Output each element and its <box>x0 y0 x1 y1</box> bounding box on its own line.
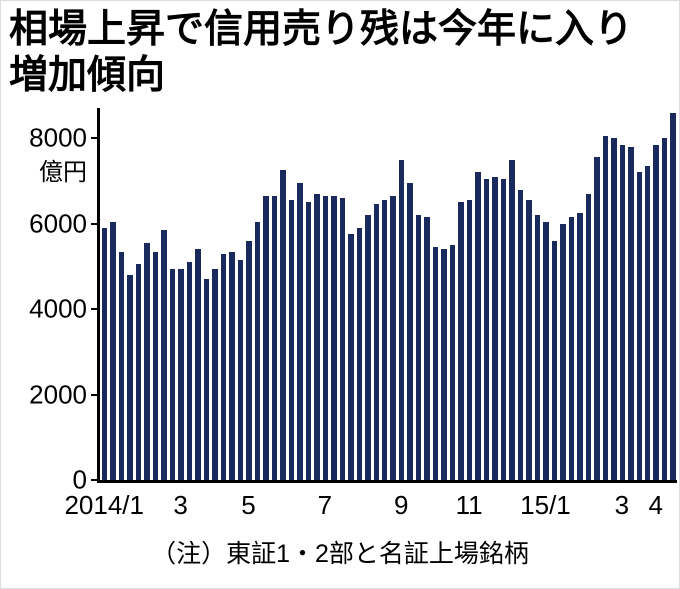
y-axis-label: 6000 <box>29 208 87 239</box>
bar <box>492 176 498 481</box>
chart-title-line1: 相場上昇で信用売り残は今年に入り <box>9 8 634 51</box>
bar <box>594 157 600 481</box>
x-axis-label: 11 <box>455 490 483 521</box>
bar <box>144 242 150 481</box>
bar <box>297 183 303 481</box>
bar-chart: 0 2000 4000 6000 8000 億円 2014/1 3 5 7 9 11 15/1 3 4 <box>9 102 677 530</box>
bar <box>110 221 116 481</box>
bar <box>560 223 566 481</box>
bar <box>195 249 201 481</box>
bar <box>628 146 634 481</box>
bar <box>365 215 371 481</box>
bar <box>220 253 227 481</box>
page: 相場上昇で信用売り残は今年に入り 増加傾向 0 2000 4000 6000 8000 億… <box>1 1 679 570</box>
bar <box>356 227 363 481</box>
bar <box>161 230 167 481</box>
bar <box>254 221 261 481</box>
x-axis-label: 5 <box>241 490 256 521</box>
bar <box>577 213 583 481</box>
bar <box>373 204 379 481</box>
bar <box>432 247 439 481</box>
bar <box>645 165 651 481</box>
y-axis-tick <box>91 222 98 225</box>
bar <box>661 138 668 481</box>
bar <box>263 195 269 481</box>
x-axis-label: 15/1 <box>520 490 571 521</box>
y-axis-tick <box>91 308 98 311</box>
bar <box>203 279 210 481</box>
chart-title: 相場上昇で信用売り残は今年に入り 増加傾向 <box>9 7 671 98</box>
x-axis-label: 3 <box>614 490 630 521</box>
bar <box>517 189 524 481</box>
bar <box>602 136 609 481</box>
y-axis-label: 4000 <box>29 293 87 324</box>
bar <box>237 260 244 481</box>
bar <box>186 262 193 481</box>
bar <box>509 159 515 481</box>
bar <box>619 144 626 481</box>
bar <box>322 195 329 481</box>
bar <box>288 200 295 481</box>
bar <box>271 195 278 481</box>
bar <box>127 275 133 481</box>
y-axis-label: 2000 <box>29 379 87 410</box>
bar <box>585 193 592 481</box>
bars-container <box>102 108 676 481</box>
bar <box>169 268 176 481</box>
bar <box>483 178 490 481</box>
y-axis-label: 0 <box>72 464 87 495</box>
plot-area <box>97 108 677 484</box>
bar <box>424 217 430 481</box>
bar <box>568 217 575 481</box>
bar <box>534 215 541 481</box>
bar <box>135 264 142 481</box>
y-axis-tick <box>91 393 98 396</box>
x-axis-label: 7 <box>317 490 333 521</box>
bar <box>449 245 456 481</box>
bar <box>212 268 218 481</box>
y-axis-tick <box>91 137 98 140</box>
bar <box>152 251 159 481</box>
x-axis-label: 2014/1 <box>64 490 144 521</box>
y-axis-label: 8000 <box>29 122 87 153</box>
bar <box>466 200 473 481</box>
bar <box>118 251 125 481</box>
bar <box>475 172 481 481</box>
bar <box>229 251 235 481</box>
bar <box>551 240 558 481</box>
bar <box>611 138 617 481</box>
bar <box>390 195 396 481</box>
y-axis-unit: 億円 <box>39 159 87 187</box>
bar <box>102 227 108 481</box>
bar <box>543 221 549 481</box>
x-axis-label: 9 <box>393 490 409 521</box>
bar <box>670 112 676 481</box>
bar <box>280 170 286 481</box>
bar <box>500 178 507 481</box>
bar <box>441 249 447 481</box>
x-axis-label: 3 <box>173 490 188 521</box>
bar <box>415 215 422 481</box>
bar <box>526 200 532 481</box>
bar <box>458 202 464 481</box>
chart-title-line2: 増加傾向 <box>9 53 166 97</box>
bar <box>398 159 405 481</box>
bar <box>305 202 312 481</box>
bar <box>339 198 346 481</box>
bar <box>381 200 388 481</box>
bar <box>178 268 184 481</box>
bar <box>653 144 659 481</box>
bar <box>348 234 354 481</box>
bar <box>314 193 320 481</box>
bar <box>407 183 413 481</box>
bar <box>636 172 642 481</box>
y-axis-tick <box>91 479 98 482</box>
x-axis-label: 4 <box>648 490 664 521</box>
bar <box>246 240 252 481</box>
bar <box>331 195 337 481</box>
chart-note: （注）東証1・2部と名証上場銘柄 <box>151 540 529 569</box>
